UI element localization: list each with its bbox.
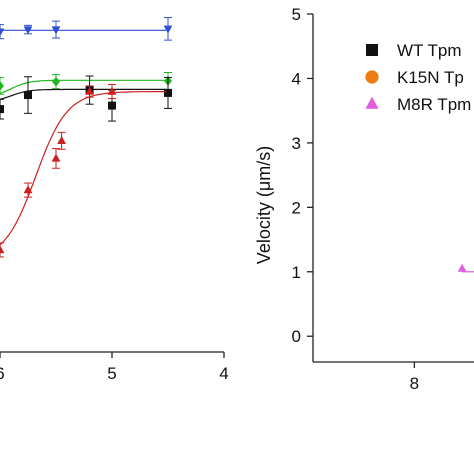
right-y-tick-label: 5 [292, 5, 301, 24]
data-point [0, 245, 5, 254]
legend-label: WT Tpm [397, 41, 462, 60]
left-x-tick-label: 6 [0, 364, 5, 383]
fit-curve [0, 91, 166, 246]
data-point [24, 91, 32, 100]
data-point [51, 153, 61, 162]
right-y-tick-label: 0 [292, 327, 301, 346]
legend-marker [366, 44, 378, 56]
right-y-axis-title: Velocity (μm/s) [254, 146, 274, 264]
data-point [108, 101, 116, 110]
data-point [0, 81, 4, 91]
data-point [23, 185, 33, 194]
right-x-tick-label: 8 [410, 374, 419, 393]
data-point [85, 86, 94, 95]
data-point [23, 26, 33, 35]
data-point [0, 105, 4, 114]
data-point [0, 28, 5, 37]
legend-label: M8R Tpm [397, 95, 471, 114]
panel-right-chart: 0 1 2 3 4 5 8 WT Tpm K15N Tp M8R Tpm [292, 5, 474, 393]
legend-label: K15N Tp [397, 68, 464, 87]
right-y-tick-label: 4 [292, 69, 301, 88]
right-y-tick-label: 2 [292, 198, 301, 217]
data-point [457, 263, 467, 272]
data-point [164, 88, 172, 97]
data-point [163, 25, 173, 34]
legend-marker [365, 70, 379, 84]
right-y-tick-label: 3 [292, 134, 301, 153]
legend: WT Tpm K15N Tp M8R Tpm [365, 41, 471, 114]
right-y-tick-label: 1 [292, 263, 301, 282]
left-x-tick-label: 5 [107, 364, 116, 383]
legend-marker [365, 96, 379, 109]
left-x-tick-label: 4 [219, 364, 228, 383]
data-point [51, 26, 61, 35]
data-point [52, 76, 60, 87]
data-point [107, 86, 117, 95]
panel-left-chart: 6 5 4 [0, 17, 229, 383]
data-point [57, 136, 66, 144]
